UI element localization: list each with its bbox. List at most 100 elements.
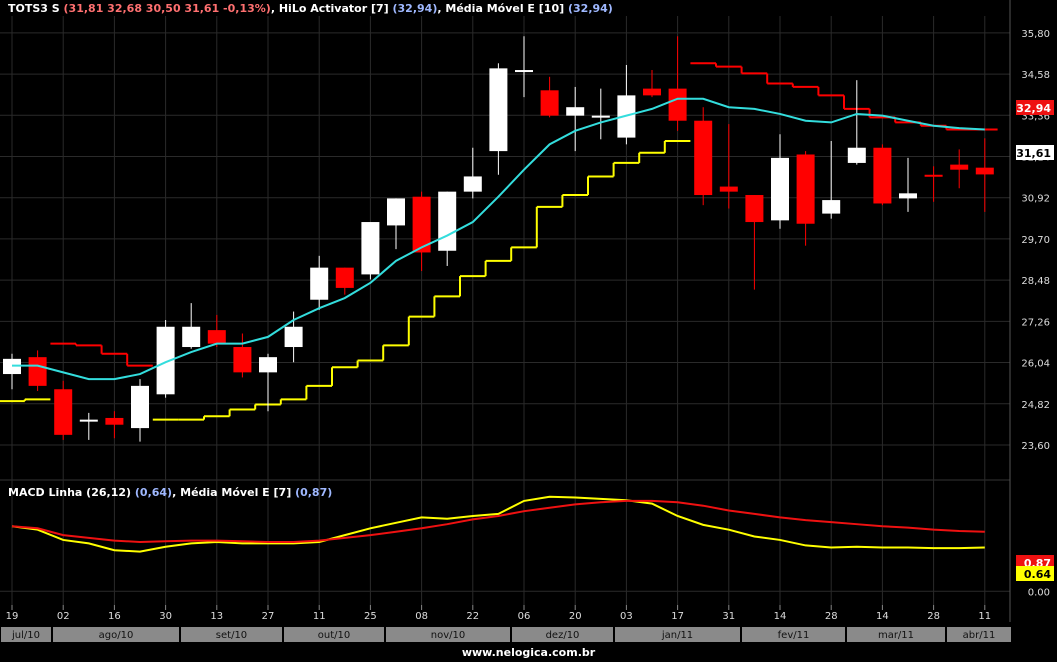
macd-badge: 0.64: [1024, 568, 1051, 581]
candle-body: [771, 157, 789, 221]
candle-body: [719, 186, 738, 192]
price-tick-label: 23,60: [1021, 441, 1050, 452]
month-tick-label: fev/11: [778, 630, 810, 641]
month-band: [284, 627, 384, 642]
hilo-badge: 32,94: [1016, 102, 1051, 115]
grid-lines: [0, 16, 1057, 605]
price-tick-label: 34,58: [1021, 70, 1050, 81]
price-tick-label: 35,80: [1021, 29, 1050, 40]
day-tick-label: 14: [774, 611, 787, 622]
month-band: [742, 627, 845, 642]
month-band: [847, 627, 945, 642]
ticker: TOTS3 S: [8, 2, 60, 15]
month-band: [947, 627, 1011, 642]
day-tick-label: 30: [159, 611, 172, 622]
month-band: [1, 627, 51, 642]
candle-body: [438, 191, 457, 251]
month-tick-label: mar/11: [878, 630, 914, 641]
price-tick-label: 33,36: [1021, 111, 1050, 122]
candle-body: [131, 385, 149, 429]
signal-label: Média Móvel E [7]: [180, 486, 292, 499]
macd-legend: MACD Linha (26,12) (0,64), Média Móvel E…: [8, 486, 333, 499]
day-tick-label: 25: [364, 611, 377, 622]
candle-body: [847, 147, 866, 163]
price-axis: 35,8034,5833,3632,1430,9229,7028,4827,26…: [1009, 0, 1057, 622]
candle-body: [822, 200, 841, 214]
day-tick-label: 31: [722, 611, 735, 622]
ema-value: (32,94): [567, 2, 613, 15]
candle-body: [105, 417, 124, 425]
price-tick-label: 24,82: [1021, 400, 1050, 411]
candle-body: [79, 419, 98, 422]
candle-body: [463, 176, 482, 192]
day-tick-label: 28: [825, 611, 838, 622]
candle-body: [566, 107, 585, 116]
hilo-label: HiLo Activator [7]: [278, 2, 389, 15]
day-tick-label: 19: [6, 611, 19, 622]
month-tick-label: out/10: [318, 630, 350, 641]
macd-series: [11, 495, 985, 553]
candle-body: [643, 88, 661, 96]
day-tick-label: 11: [313, 611, 326, 622]
candle-body: [950, 164, 969, 170]
candle-body: [412, 196, 431, 253]
hilo-badge-bg: [1016, 100, 1054, 115]
day-tick-label: 06: [518, 611, 531, 622]
candle-body: [207, 330, 226, 344]
date-axis: 19 02 16 30 13 27 11 25 08 22 06 20 03 17 31 14 28 14 28 11…: [1, 605, 1011, 642]
candle-body: [873, 147, 892, 204]
month-tick-label: dez/10: [546, 630, 580, 641]
month-tick-label: nov/10: [431, 630, 465, 641]
price-badge: 31,61: [1016, 147, 1051, 160]
signal-value: (0,87): [295, 486, 333, 499]
month-tick-label: jul/10: [11, 630, 40, 641]
candle-body: [54, 389, 73, 435]
day-tick-label: 13: [210, 611, 223, 622]
candle-body: [899, 193, 917, 199]
month-band: [181, 627, 282, 642]
candle-body: [591, 115, 610, 118]
macd-panel: [11, 495, 985, 553]
price-tick-label: 29,70: [1021, 235, 1050, 246]
price-tick-label: 26,04: [1021, 359, 1050, 370]
day-tick-label: 20: [569, 611, 582, 622]
price-tick-label: 30,92: [1021, 194, 1050, 205]
month-tick-label: ago/10: [99, 630, 134, 641]
day-tick-label: 11: [978, 611, 991, 622]
candle-body: [515, 70, 533, 73]
candle-body: [361, 222, 380, 275]
day-tick-label: 02: [57, 611, 70, 622]
macd-badge-bg: [1016, 566, 1054, 581]
candle-body: [310, 267, 329, 300]
candle-body: [28, 357, 47, 386]
hilo-value: (32,94): [392, 2, 438, 15]
month-tick-label: abr/11: [963, 630, 996, 641]
candle-body: [796, 154, 815, 224]
month-band: [386, 627, 510, 642]
month-band: [615, 627, 740, 642]
candle-body: [233, 347, 252, 373]
macd-tick-label: 0.00: [1028, 587, 1050, 598]
day-tick-label: 03: [620, 611, 633, 622]
price-tick-label: 28,48: [1021, 276, 1050, 287]
day-tick-label: 27: [262, 611, 275, 622]
ema-line: [12, 97, 985, 381]
signal-series: [11, 499, 985, 543]
candle-body: [924, 174, 943, 177]
month-tick-label: jan/11: [661, 630, 693, 641]
footer-url[interactable]: www.nelogica.com.br: [461, 646, 596, 659]
day-tick-label: 08: [415, 611, 428, 622]
candle-body: [668, 88, 687, 121]
candle-body: [694, 120, 713, 196]
day-tick-label: 22: [466, 611, 479, 622]
ohlc-values: (31,81 32,68 30,50 31,61 -0,13%): [63, 2, 271, 15]
candle-body: [182, 326, 201, 348]
day-tick-label: 14: [876, 611, 889, 622]
price-legend: TOTS3 S (31,81 32,68 30,50 31,61 -0,13%)…: [8, 2, 613, 15]
price-tick-label: 27,26: [1021, 317, 1050, 328]
candle-body: [745, 195, 764, 223]
candle-body: [975, 167, 994, 175]
macd-label: MACD Linha (26,12): [8, 486, 132, 499]
candle-body: [540, 90, 559, 116]
price-badge-bg: [1016, 145, 1054, 160]
